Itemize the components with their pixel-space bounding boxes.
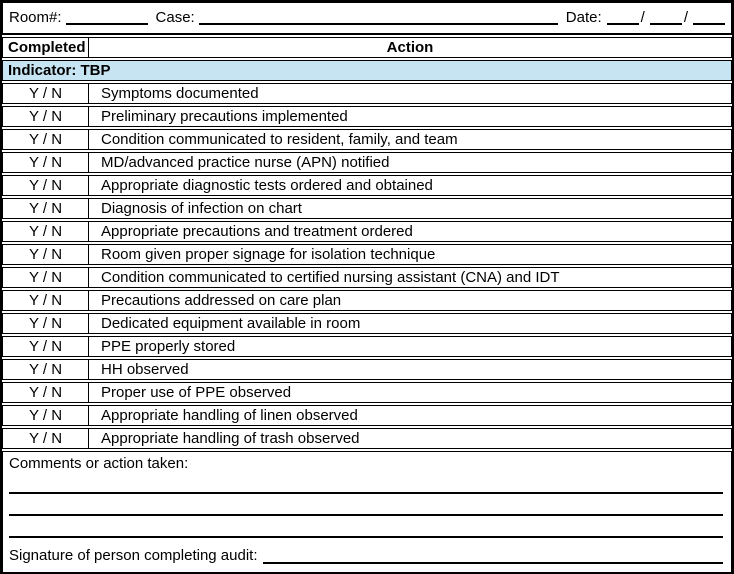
yn-cell: Y / N (3, 268, 89, 287)
signature-label: Signature of person completing audit: (9, 547, 258, 564)
table-row: Y / N Symptoms documented (2, 83, 732, 104)
yn-cell: Y / N (3, 153, 89, 172)
table-row: Y / N Precautions addressed on care plan (2, 290, 732, 311)
date-year-blank (693, 21, 725, 25)
action-cell: Appropriate precautions and treatment or… (101, 223, 413, 240)
action-cell: Condition communicated to certified nurs… (101, 269, 560, 286)
completed-column-header: Completed (3, 38, 89, 57)
comments-line-blank (9, 516, 723, 538)
yn-cell: Y / N (3, 199, 89, 218)
action-cell: Appropriate handling of trash observed (101, 430, 360, 447)
table-row: Y / N PPE properly stored (2, 336, 732, 357)
action-rows: Y / N Symptoms documented Y / N Prelimin… (2, 83, 732, 449)
action-cell: Preliminary precautions implemented (101, 108, 348, 125)
date-label: Date: (565, 9, 602, 26)
yn-cell: Y / N (3, 360, 89, 379)
action-cell: Dedicated equipment available in room (101, 315, 361, 332)
table-row: Y / N Appropriate handling of linen obse… (2, 405, 732, 426)
action-cell: PPE properly stored (101, 338, 236, 355)
action-cell: Proper use of PPE observed (101, 384, 292, 401)
action-cell: Symptoms documented (101, 85, 259, 102)
table-row: Y / N Preliminary precautions implemente… (2, 106, 732, 127)
case-label: Case: (155, 9, 195, 26)
table-row: Y / N Proper use of PPE observed (2, 382, 732, 403)
comments-section: Comments or action taken: Signature of p… (2, 451, 732, 572)
action-cell: Appropriate handling of linen observed (101, 407, 358, 424)
table-row: Y / N Dedicated equipment available in r… (2, 313, 732, 334)
yn-cell: Y / N (3, 291, 89, 310)
table-row: Y / N Diagnosis of infection on chart (2, 198, 732, 219)
date-separator: / (683, 9, 688, 26)
yn-cell: Y / N (3, 314, 89, 333)
action-cell: Condition communicated to resident, fami… (101, 131, 458, 148)
action-cell: Diagnosis of infection on chart (101, 200, 302, 217)
yn-cell: Y / N (3, 406, 89, 425)
indicator-banner: Indicator: TBP (2, 60, 732, 81)
table-row: Y / N Appropriate handling of trash obse… (2, 428, 732, 449)
yn-cell: Y / N (3, 176, 89, 195)
yn-cell: Y / N (3, 429, 89, 448)
table-row: Y / N Appropriate precautions and treatm… (2, 221, 732, 242)
yn-cell: Y / N (3, 383, 89, 402)
table-header-row: Completed Action (2, 37, 732, 58)
yn-cell: Y / N (3, 130, 89, 149)
yn-cell: Y / N (3, 245, 89, 264)
date-month-blank (606, 21, 639, 25)
form-header-fields: Room#: Case: Date: / / (2, 2, 732, 35)
yn-cell: Y / N (3, 107, 89, 126)
date-separator: / (640, 9, 645, 26)
date-day-blank (649, 21, 682, 25)
table-row: Y / N HH observed (2, 359, 732, 380)
comments-label: Comments or action taken: (9, 455, 189, 472)
table-row: Y / N Condition communicated to resident… (2, 129, 732, 150)
table-row: Y / N Room given proper signage for isol… (2, 244, 732, 265)
table-row: Y / N Appropriate diagnostic tests order… (2, 175, 732, 196)
action-cell: Precautions addressed on care plan (101, 292, 342, 309)
room-field-blank (65, 21, 148, 25)
action-cell: Room given proper signage for isolation … (101, 246, 436, 263)
action-cell: Appropriate diagnostic tests ordered and… (101, 177, 433, 194)
comments-line-blank (9, 472, 723, 494)
signature-field-blank (262, 560, 723, 564)
comments-line-blank (9, 494, 723, 516)
action-column-header: Action (386, 39, 434, 56)
yn-cell: Y / N (3, 222, 89, 241)
table-row: Y / N MD/advanced practice nurse (APN) n… (2, 152, 732, 173)
action-cell: MD/advanced practice nurse (APN) notifie… (101, 154, 390, 171)
case-field-blank (198, 21, 558, 25)
table-row: Y / N Condition communicated to certifie… (2, 267, 732, 288)
room-label: Room#: (9, 9, 62, 26)
yn-cell: Y / N (3, 337, 89, 356)
yn-cell: Y / N (3, 84, 89, 103)
action-cell: HH observed (101, 361, 189, 378)
